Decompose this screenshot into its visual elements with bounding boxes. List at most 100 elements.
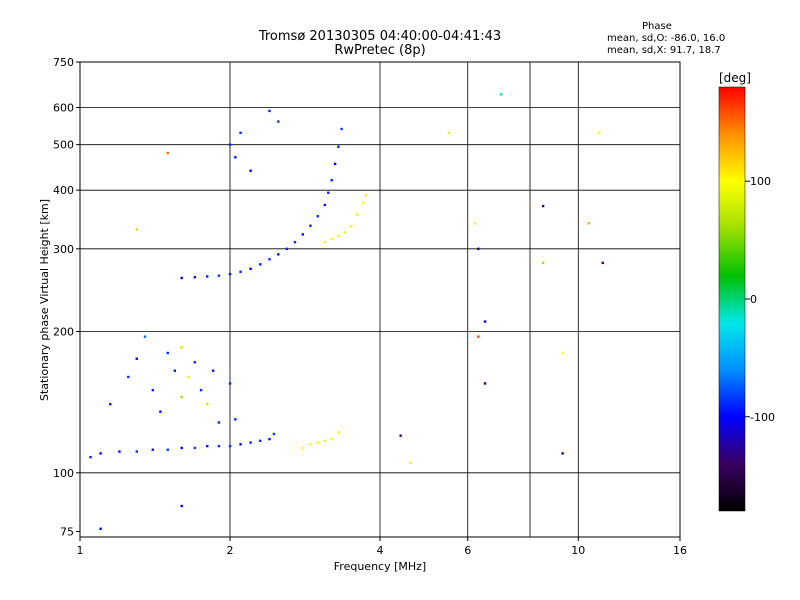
colorbar-tick-label: 100 xyxy=(750,175,771,188)
echo-point xyxy=(151,388,155,392)
x-tick-label: 16 xyxy=(673,544,687,557)
echo-point xyxy=(205,444,209,448)
echo-point xyxy=(561,452,564,455)
echo-point xyxy=(499,93,503,96)
echo-point xyxy=(483,382,487,385)
chart-title: Tromsø 20130305 04:40:00-04:41:43 xyxy=(258,29,502,44)
echo-point xyxy=(99,452,102,455)
echo-point xyxy=(228,272,232,276)
echo-point xyxy=(473,222,477,225)
echo-point xyxy=(316,215,319,218)
echo-point xyxy=(228,382,232,385)
x-tick-label: 10 xyxy=(571,544,585,557)
echo-point xyxy=(483,320,487,323)
echo-point xyxy=(337,431,340,434)
echo-point xyxy=(309,224,312,227)
y-tick-label: 500 xyxy=(53,139,74,152)
y-tick-label: 100 xyxy=(53,467,74,480)
echo-point xyxy=(228,444,232,448)
echo-point xyxy=(293,240,297,244)
echo-point xyxy=(205,403,209,406)
y-tick-label: 300 xyxy=(53,243,74,256)
echo-point xyxy=(159,410,162,413)
echo-point xyxy=(239,131,242,134)
echo-point xyxy=(409,461,412,465)
echo-point xyxy=(323,203,327,207)
echo-point xyxy=(217,421,221,424)
echo-point xyxy=(268,109,271,113)
echo-point xyxy=(180,346,183,349)
echo-point xyxy=(249,441,252,444)
echo-point xyxy=(361,202,365,205)
echo-point xyxy=(323,439,327,443)
echo-point xyxy=(277,253,280,256)
echo-point xyxy=(217,274,221,277)
x-axis-label: Frequency [MHz] xyxy=(334,560,426,573)
echo-point xyxy=(193,276,197,279)
y-tick-label: 400 xyxy=(53,184,74,197)
y-axis-label: Stationary phase Virtual Height [km] xyxy=(38,199,51,401)
echo-point xyxy=(477,247,480,251)
echo-point xyxy=(541,204,545,208)
echo-point xyxy=(234,418,237,421)
echo-point xyxy=(239,270,242,274)
echo-point xyxy=(399,434,402,437)
echo-point xyxy=(285,247,288,251)
echo-point xyxy=(541,261,545,265)
echo-point xyxy=(330,237,333,241)
echo-point xyxy=(340,127,343,131)
echo-point xyxy=(349,225,353,228)
echo-point xyxy=(211,369,215,372)
echo-point xyxy=(316,441,319,444)
echo-point xyxy=(327,191,330,194)
echo-point xyxy=(199,388,203,392)
echo-point xyxy=(118,450,121,453)
echo-point xyxy=(268,437,271,441)
echo-point xyxy=(193,361,197,364)
echo-point xyxy=(323,240,327,244)
echo-point xyxy=(99,527,102,530)
colorbar-tick-label: -100 xyxy=(750,411,775,424)
echo-point xyxy=(355,213,359,216)
x-tick-label: 4 xyxy=(377,544,384,557)
echo-point xyxy=(597,131,601,134)
echo-point xyxy=(217,444,221,448)
echo-point xyxy=(272,432,276,436)
x-tick-label: 2 xyxy=(227,544,234,557)
echo-point xyxy=(309,443,312,446)
x-tick-label: 1 xyxy=(77,544,84,557)
echo-point xyxy=(333,162,337,166)
echo-point xyxy=(180,504,183,508)
y-tick-label: 750 xyxy=(53,56,74,69)
echo-point xyxy=(337,145,340,148)
colorbar-tick-label: 0 xyxy=(750,293,757,306)
echo-point xyxy=(135,450,138,453)
echo-point xyxy=(228,143,232,146)
echo-point xyxy=(301,233,305,236)
echo-point xyxy=(337,234,340,237)
echo-point xyxy=(259,263,262,266)
echo-point xyxy=(109,403,112,406)
phase-stats-x: mean, sd,X: 91.7, 18.7 xyxy=(607,45,721,56)
echo-point xyxy=(193,446,197,450)
echo-point xyxy=(180,395,183,399)
echo-point xyxy=(259,439,262,443)
phase-stats-o: mean, sd,O: -86.0, 16.0 xyxy=(607,33,726,44)
echo-point xyxy=(447,131,451,134)
echo-point xyxy=(143,335,147,338)
echo-point xyxy=(187,375,190,379)
y-tick-label: 600 xyxy=(53,101,74,114)
echo-point xyxy=(151,448,155,451)
echo-point xyxy=(166,351,169,355)
phase-heading: Phase xyxy=(642,21,672,32)
echo-point xyxy=(205,275,209,278)
echo-point xyxy=(166,151,169,155)
echo-point xyxy=(364,194,368,197)
echo-point xyxy=(127,375,130,379)
echo-point xyxy=(268,258,271,261)
chart-subtitle: RwPretec (8p) xyxy=(334,43,426,58)
echo-point xyxy=(587,222,591,225)
echo-point xyxy=(330,437,333,441)
colorbar-label: [deg] xyxy=(719,71,751,85)
